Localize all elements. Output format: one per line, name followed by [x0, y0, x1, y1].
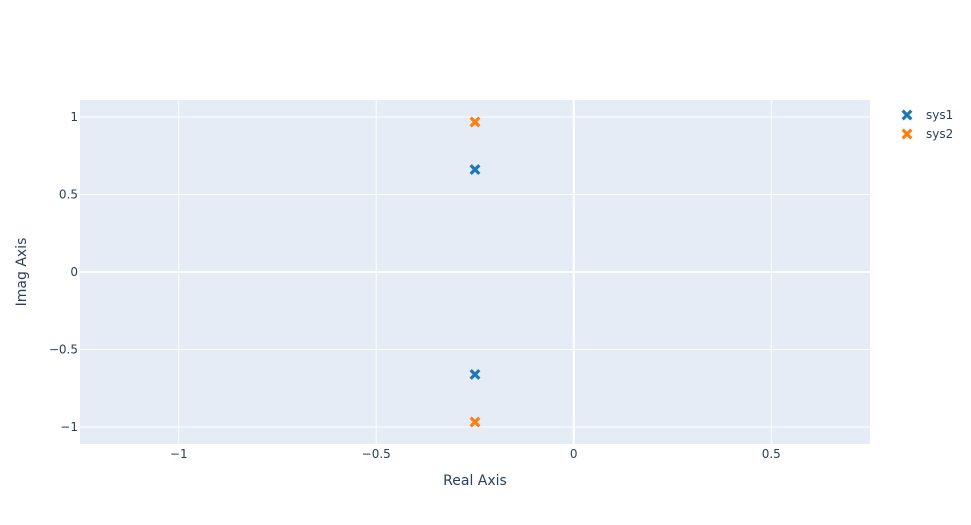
legend-marker-icon[interactable]: [901, 128, 913, 140]
x-axis-title: Real Axis: [443, 473, 507, 489]
grid-lines: [80, 100, 870, 444]
x-tick-label: 0: [570, 447, 578, 461]
legend-label: sys1: [926, 108, 953, 122]
y-tick-label: 1: [70, 110, 78, 124]
data-markers: [469, 116, 481, 428]
y-tick-label: 0: [70, 265, 78, 279]
x-tick-label: 0.5: [762, 447, 781, 461]
data-point-sys2[interactable]: [469, 116, 481, 128]
y-tick-label: 0.5: [59, 188, 78, 202]
y-tick-label: −1: [60, 420, 78, 434]
legend-marker-icon[interactable]: [901, 109, 913, 121]
x-tick-labels: −1 −0.5 0 0.5: [170, 447, 781, 461]
legend-label: sys2: [926, 127, 953, 141]
x-tick-label: −1: [170, 447, 188, 461]
y-tick-labels: −1 −0.5 0 0.5 1: [49, 110, 78, 434]
legend[interactable]: sys1 sys2: [901, 108, 953, 141]
y-tick-label: −0.5: [49, 342, 78, 356]
legend-item-sys2[interactable]: sys2: [901, 127, 953, 141]
x-tick-label: −0.5: [362, 447, 391, 461]
legend-item-sys1[interactable]: sys1: [901, 108, 953, 122]
y-axis-title: Imag Axis: [14, 238, 30, 307]
data-point-sys1[interactable]: [469, 164, 481, 176]
data-point-sys2[interactable]: [469, 416, 481, 428]
data-point-sys1[interactable]: [469, 368, 481, 380]
